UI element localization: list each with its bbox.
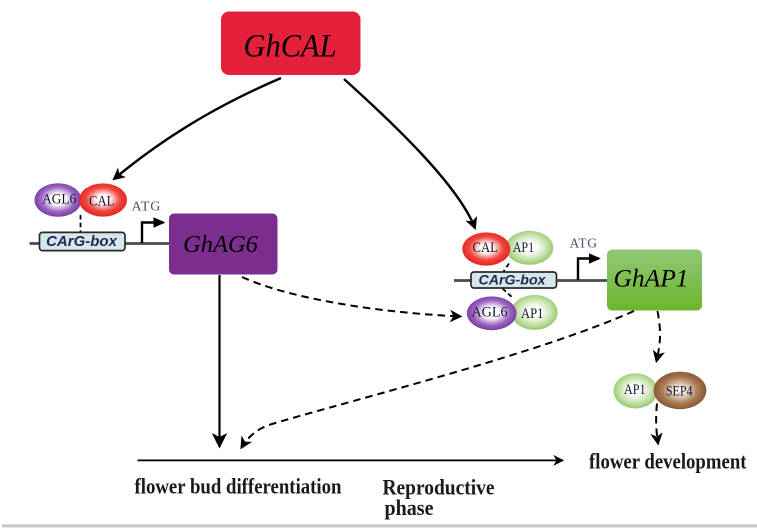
svg-text:CAL: CAL bbox=[472, 240, 498, 256]
svg-text:GhAP1: GhAP1 bbox=[613, 264, 688, 293]
svg-text:phase: phase bbox=[385, 495, 434, 520]
svg-text:AP1: AP1 bbox=[624, 382, 646, 398]
svg-text:AP1: AP1 bbox=[513, 240, 534, 256]
svg-text:CArG-box: CArG-box bbox=[479, 273, 547, 289]
svg-text:AGL6: AGL6 bbox=[471, 305, 507, 321]
svg-text:CArG-box: CArG-box bbox=[46, 233, 117, 250]
svg-text:AP1: AP1 bbox=[521, 306, 543, 322]
svg-text:AGL6: AGL6 bbox=[42, 191, 76, 207]
svg-text:ATG: ATG bbox=[570, 236, 598, 251]
svg-text:flower development: flower development bbox=[589, 448, 747, 473]
svg-text:SEP4: SEP4 bbox=[666, 384, 693, 400]
svg-text:GhCAL: GhCAL bbox=[244, 29, 337, 65]
svg-text:Reproductive: Reproductive bbox=[383, 475, 495, 500]
svg-text:CAL: CAL bbox=[89, 194, 114, 210]
svg-text:GhAG6: GhAG6 bbox=[183, 231, 259, 258]
svg-text:ATG: ATG bbox=[132, 200, 162, 215]
svg-text:flower bud differentiation: flower bud differentiation bbox=[135, 474, 342, 499]
